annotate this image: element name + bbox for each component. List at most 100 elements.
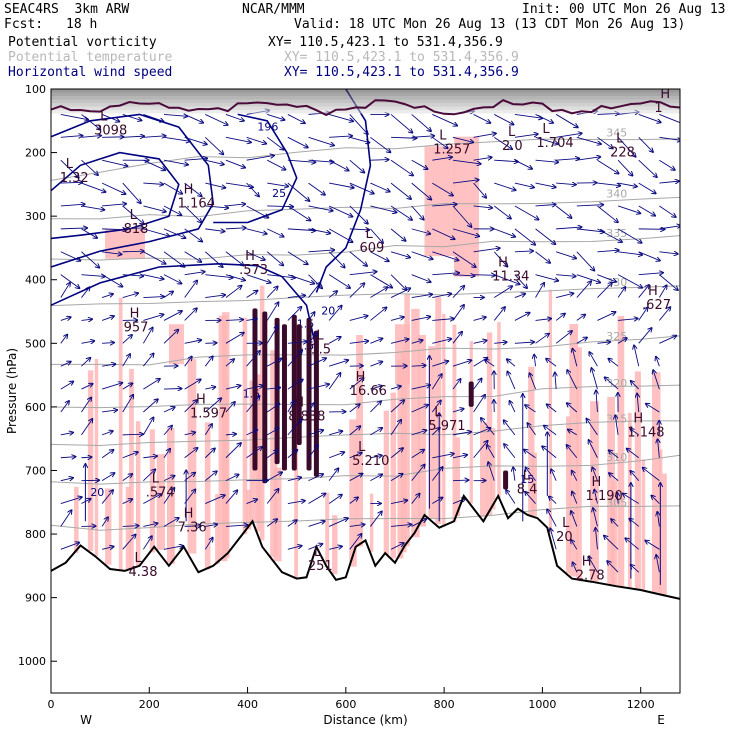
wind-vector xyxy=(81,341,94,343)
pv-shade xyxy=(428,346,436,519)
hl-letter: H xyxy=(130,306,140,321)
wind-vector xyxy=(588,557,598,573)
hl-letter: H xyxy=(184,182,194,197)
wind-vector xyxy=(494,274,519,285)
wind-vector xyxy=(391,524,411,526)
hl-value: 2.78 xyxy=(576,568,605,583)
wind-vector xyxy=(225,251,244,266)
wind-vector xyxy=(349,497,358,504)
wind-vector xyxy=(266,489,278,504)
pv-shade xyxy=(469,341,473,504)
wind-vector xyxy=(328,373,340,390)
wind-vector xyxy=(349,229,369,230)
wind-vector xyxy=(527,423,536,436)
wind-vector xyxy=(205,114,227,124)
axes: 0 200 400 600 800 1000 1200 100 200 300 400 500 600 7… xyxy=(5,83,665,727)
wind-vector xyxy=(349,378,364,390)
wind-vector xyxy=(617,338,627,344)
wind-vector xyxy=(617,287,625,298)
wind-vector xyxy=(510,401,516,413)
wind-vector xyxy=(432,319,453,321)
wind-vector xyxy=(576,338,587,344)
wind-vector xyxy=(452,480,468,481)
wind-vector xyxy=(266,428,278,436)
wind-vector xyxy=(411,340,423,344)
wind-vector xyxy=(618,182,637,186)
pv-shade xyxy=(168,324,184,365)
x-tick-label: 800 xyxy=(434,698,455,711)
wind-vector xyxy=(287,295,305,297)
wind-vector xyxy=(452,305,464,321)
wind-vector xyxy=(638,251,660,261)
wind-vector xyxy=(432,228,454,239)
theta-label: 345 xyxy=(606,127,627,140)
wind-vector xyxy=(651,496,660,504)
wind-vector xyxy=(225,182,253,187)
wind-vector xyxy=(142,328,152,344)
wind-vector xyxy=(101,316,114,321)
theta-line-305 xyxy=(51,505,680,531)
wind-vector xyxy=(494,286,512,298)
wind-vector xyxy=(287,419,302,436)
wind-vector xyxy=(246,396,260,413)
pv-shade xyxy=(325,492,330,564)
wind-vector xyxy=(349,341,368,343)
wind-vector xyxy=(122,354,130,367)
wind-vector xyxy=(266,302,278,321)
wind-vector xyxy=(143,456,157,458)
wind-vector xyxy=(287,401,294,413)
wind-vector xyxy=(593,508,598,527)
pv-shade xyxy=(390,392,397,559)
wind-vector xyxy=(549,497,557,504)
theta-label: 340 xyxy=(606,188,627,201)
wind-vector xyxy=(246,351,260,367)
wind-vector xyxy=(184,400,197,413)
wind-vector xyxy=(659,336,676,344)
wind-vector xyxy=(246,274,271,283)
wind-vector xyxy=(101,450,113,459)
hl-value: 1.704 xyxy=(536,136,573,151)
wind-vector xyxy=(473,317,486,321)
wind-vector xyxy=(556,158,579,160)
wind-vector xyxy=(432,157,452,161)
hl-letter: L xyxy=(508,125,516,140)
wind-vector xyxy=(122,383,133,390)
wind-vector xyxy=(287,114,305,123)
wind-vector xyxy=(571,511,578,527)
wind-vector xyxy=(60,335,67,344)
theta-line-335 xyxy=(51,235,680,261)
wind-vector xyxy=(349,182,374,193)
wind-vector xyxy=(81,398,91,413)
wind-vector xyxy=(370,474,382,482)
wind-vector xyxy=(488,462,495,481)
wind-vector xyxy=(122,499,132,504)
hl-value: .573 xyxy=(239,263,268,278)
wind-vector xyxy=(535,136,559,144)
field-name-theta: Potential temperature xyxy=(8,50,173,65)
wind-vector xyxy=(370,160,388,161)
wind-vector xyxy=(452,455,467,459)
wind-vector xyxy=(411,465,425,481)
wind-vector xyxy=(60,251,80,261)
wind-vector xyxy=(411,251,433,259)
wind-vector xyxy=(535,274,559,281)
wind-vector xyxy=(551,469,557,481)
wind-vector xyxy=(225,525,248,526)
hl-value: 2.0 xyxy=(502,139,523,154)
wind-vector xyxy=(473,428,491,436)
wind-vector xyxy=(101,431,113,436)
wind-vector xyxy=(638,182,656,193)
wind-vector xyxy=(246,205,269,218)
wind-vector xyxy=(370,251,388,261)
wind-vector xyxy=(287,380,303,390)
wind-vector xyxy=(225,333,244,344)
wind-vector xyxy=(556,275,575,277)
field-xy-pv: XY= 110.5,423.1 to 531.4,356.9 xyxy=(268,35,503,50)
hl-letter: H xyxy=(498,256,508,271)
wind-vector xyxy=(452,286,464,298)
wind-vector xyxy=(163,136,190,141)
wind-vector xyxy=(267,159,285,169)
wind-vector xyxy=(659,274,677,290)
wind-vector xyxy=(390,543,404,550)
stratosphere-band xyxy=(51,89,680,117)
